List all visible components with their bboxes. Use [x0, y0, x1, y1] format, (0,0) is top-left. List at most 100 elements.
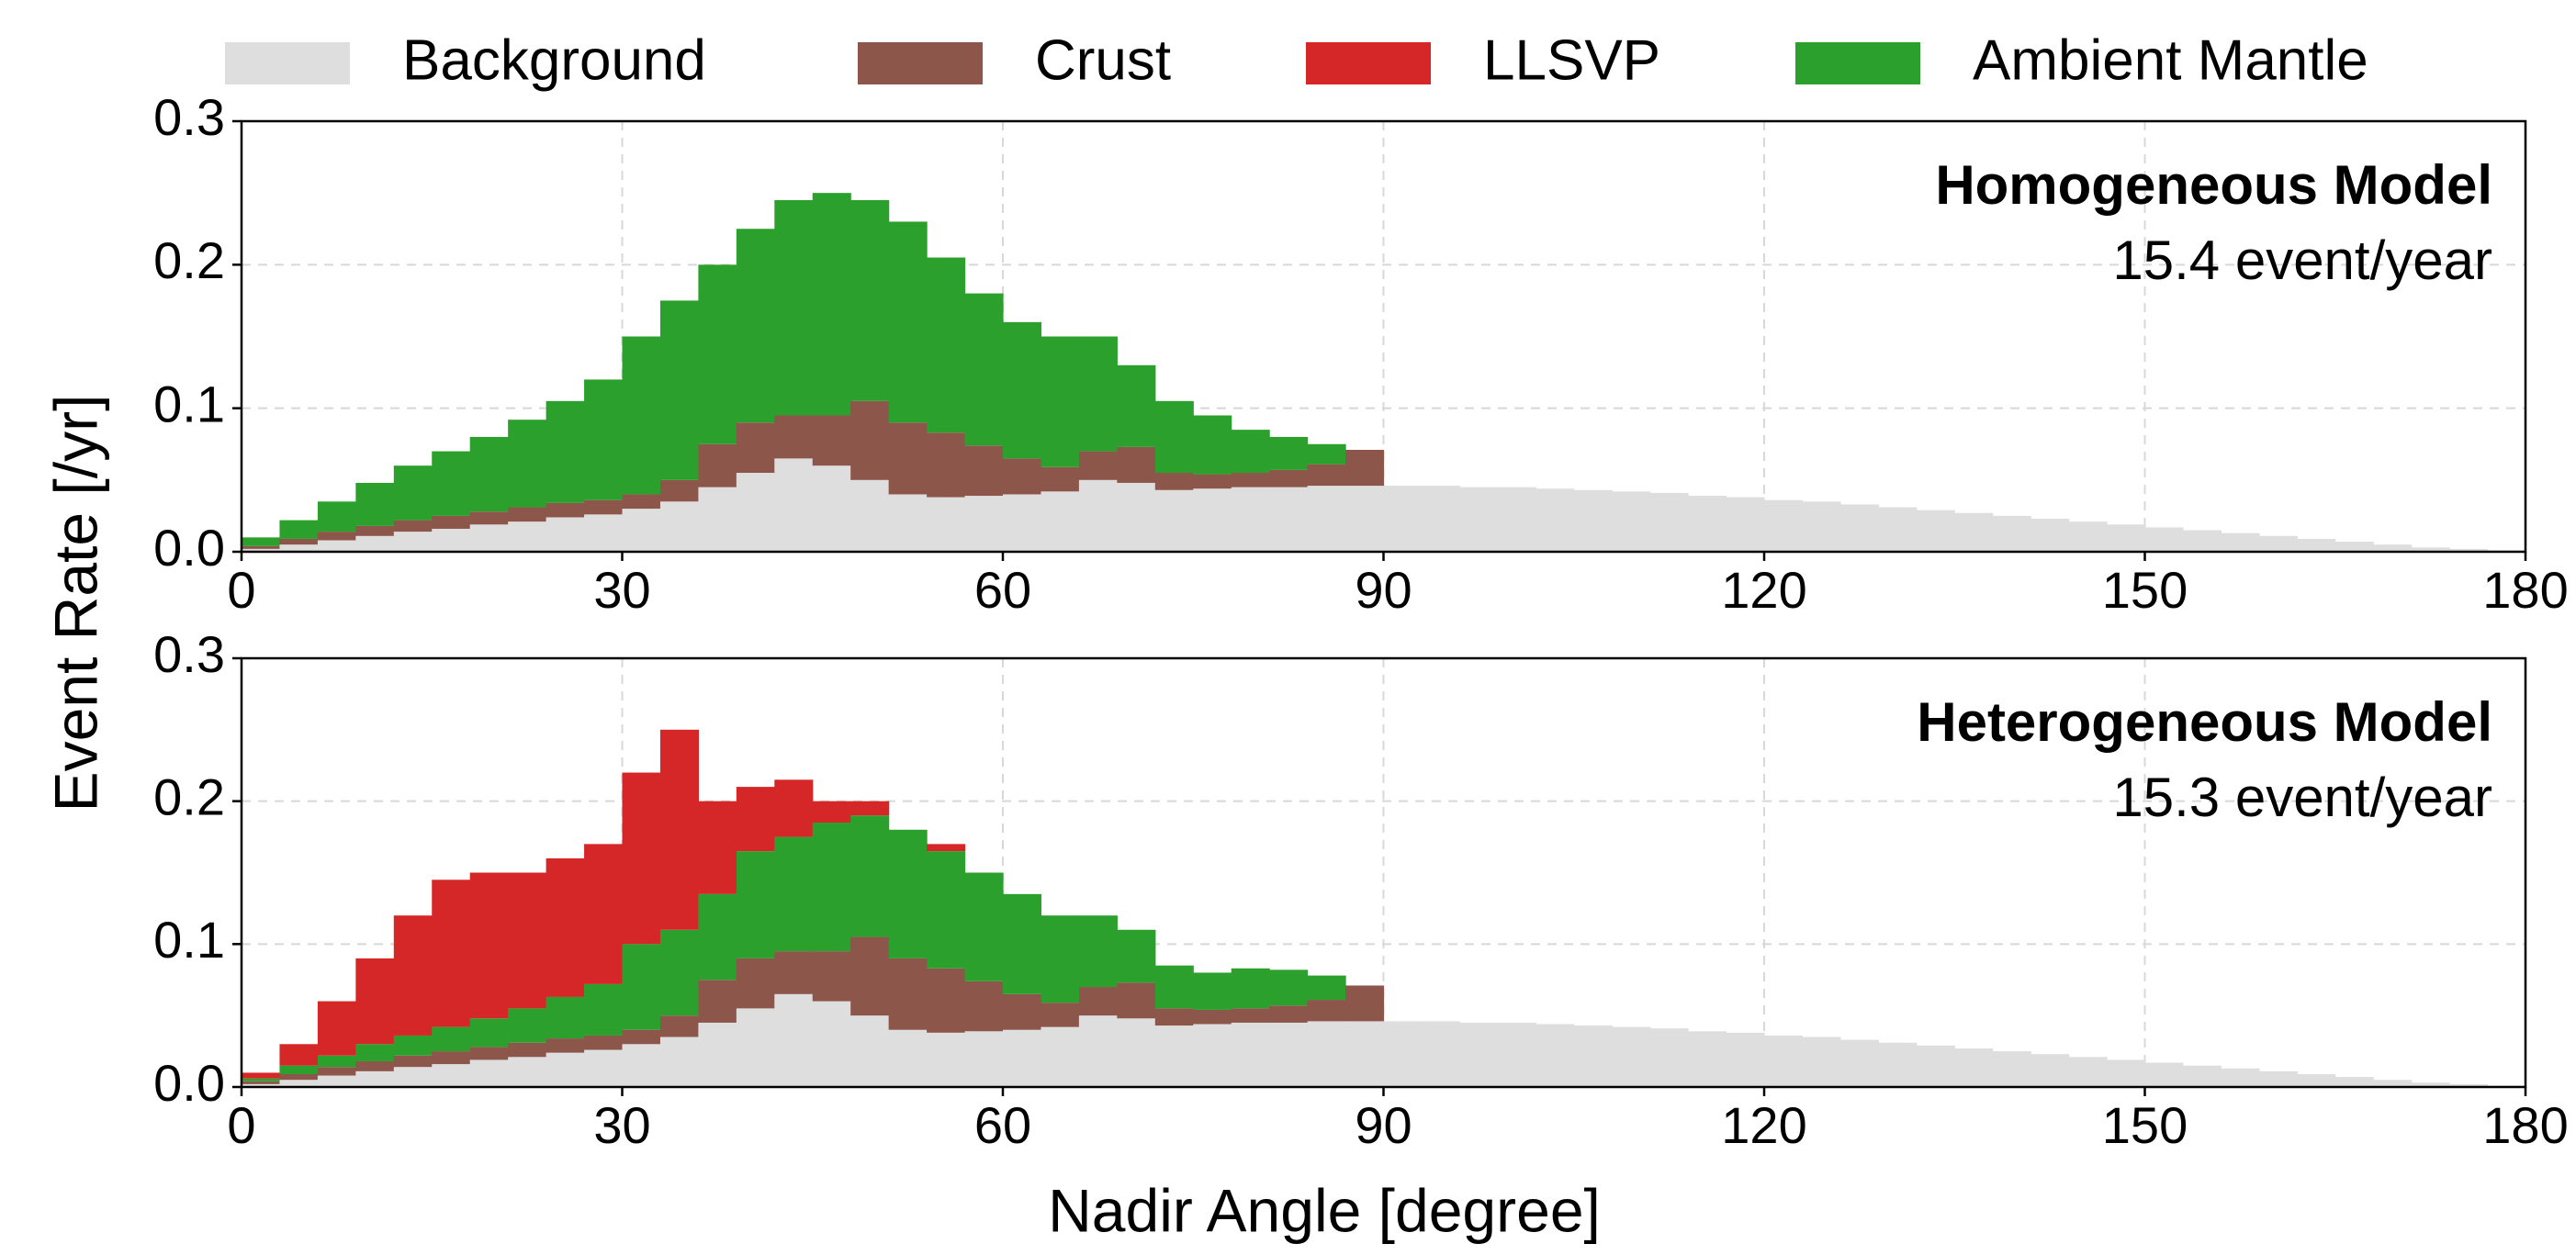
histogram-bar	[1041, 466, 1080, 492]
legend-item: Ambient Mantle	[1795, 28, 2368, 92]
histogram-bar	[888, 958, 928, 1030]
histogram-bar	[1992, 1051, 2031, 1087]
histogram-bar	[1421, 1021, 1460, 1087]
histogram-bar	[698, 893, 737, 980]
legend-label: LLSVP	[1483, 28, 1660, 92]
histogram-bar	[698, 1022, 737, 1087]
histogram-bar	[1003, 494, 1042, 552]
histogram-bar	[1307, 464, 1346, 487]
histogram-bar	[508, 507, 547, 522]
x-tick-label: 90	[1355, 1096, 1412, 1154]
x-tick-label: 180	[2482, 1096, 2568, 1154]
histogram-bar	[1649, 1028, 1689, 1087]
histogram-bar	[850, 815, 890, 937]
histogram-bar	[659, 729, 699, 930]
histogram-bar	[964, 445, 1004, 497]
histogram-bar	[317, 540, 356, 552]
histogram-bar	[279, 538, 319, 545]
histogram-bar	[1078, 479, 1118, 552]
histogram-bar	[546, 502, 585, 518]
x-tick-label: 60	[974, 1096, 1031, 1154]
histogram-bar	[393, 1067, 433, 1087]
histogram-bar	[1878, 507, 1918, 552]
histogram-bar	[1421, 486, 1460, 552]
histogram-bar	[469, 436, 509, 512]
histogram-bar	[469, 1018, 509, 1048]
histogram-bar	[1154, 965, 1194, 1009]
histogram-bar	[888, 829, 928, 958]
histogram-bar	[774, 951, 814, 994]
legend-label: Ambient Mantle	[1973, 28, 2368, 92]
histogram-bar	[355, 958, 395, 1045]
histogram-bar	[508, 1042, 547, 1058]
histogram-bar	[2030, 519, 2070, 552]
histogram-bar	[927, 851, 966, 969]
panel: 0 30 60 90 120 150 180 0.0 0.1 0.2 0.3 Homogeneous …	[153, 88, 2569, 619]
histogram-bar	[736, 422, 775, 474]
histogram-bar	[850, 801, 890, 816]
histogram-bar	[1231, 473, 1270, 487]
histogram-bar	[2373, 544, 2413, 552]
histogram-bar	[1612, 1026, 1651, 1087]
y-tick-label: 0.1	[153, 911, 225, 969]
model-name: Homogeneous Model	[1935, 154, 2492, 216]
histogram-bar	[432, 515, 471, 529]
histogram-bar	[584, 379, 624, 500]
y-tick-label: 0.1	[153, 375, 225, 432]
histogram-bar	[1307, 1021, 1346, 1087]
histogram-bar	[584, 1035, 624, 1050]
histogram-bar	[1307, 443, 1346, 465]
histogram-bar	[508, 1057, 547, 1087]
histogram-bar	[584, 844, 624, 984]
histogram-bar	[469, 1047, 509, 1060]
histogram-bar	[2411, 547, 2450, 552]
histogram-bar	[1003, 993, 1042, 1030]
histogram-bar	[736, 229, 775, 423]
histogram-bar	[393, 532, 433, 552]
histogram-bar	[1535, 488, 1575, 552]
histogram-bar	[546, 1052, 585, 1087]
histogram-bar	[546, 517, 585, 552]
histogram-bar	[1383, 486, 1423, 552]
histogram-bar	[774, 415, 814, 459]
histogram-bar	[393, 1055, 433, 1068]
x-tick-label: 120	[1721, 561, 1806, 619]
x-tick-label: 180	[2482, 561, 2568, 619]
histogram-bar	[2411, 1082, 2450, 1087]
histogram-bar	[888, 422, 928, 495]
histogram-bar	[812, 823, 851, 952]
histogram-bar	[1535, 1024, 1575, 1087]
histogram-bar	[812, 801, 851, 824]
histogram-bar	[888, 494, 928, 552]
histogram-bar	[355, 525, 395, 536]
histogram-bar	[2258, 535, 2298, 552]
histogram-bar	[659, 1036, 699, 1087]
histogram-bar	[1916, 510, 1955, 552]
legend-item: Crust	[858, 28, 1171, 92]
histogram-bar	[584, 514, 624, 552]
histogram-bar	[432, 1026, 471, 1052]
histogram-bar	[2144, 527, 2184, 552]
histogram-bar	[317, 1067, 356, 1076]
histogram-bar	[1117, 364, 1156, 447]
histogram-bar	[850, 199, 890, 401]
legend-label: Crust	[1035, 28, 1171, 92]
histogram-bar	[888, 1029, 928, 1087]
x-tick-label: 120	[1721, 1096, 1806, 1154]
histogram-bar	[2297, 1073, 2336, 1087]
x-tick-label: 0	[227, 561, 255, 619]
histogram-bar	[1573, 1025, 1613, 1087]
histogram-bar	[698, 264, 737, 444]
histogram-bar	[1078, 336, 1118, 452]
histogram-bar	[736, 787, 775, 852]
histogram-bar	[1345, 450, 1385, 487]
histogram-bar	[1954, 1048, 1994, 1087]
histogram-bar	[2221, 1068, 2260, 1087]
histogram-bar	[736, 851, 775, 958]
histogram-bar	[1193, 474, 1232, 489]
histogram-bar	[469, 511, 509, 525]
histogram-bar	[2258, 1070, 2298, 1087]
x-tick-label: 150	[2102, 1096, 2188, 1154]
histogram-bar	[1078, 451, 1118, 480]
